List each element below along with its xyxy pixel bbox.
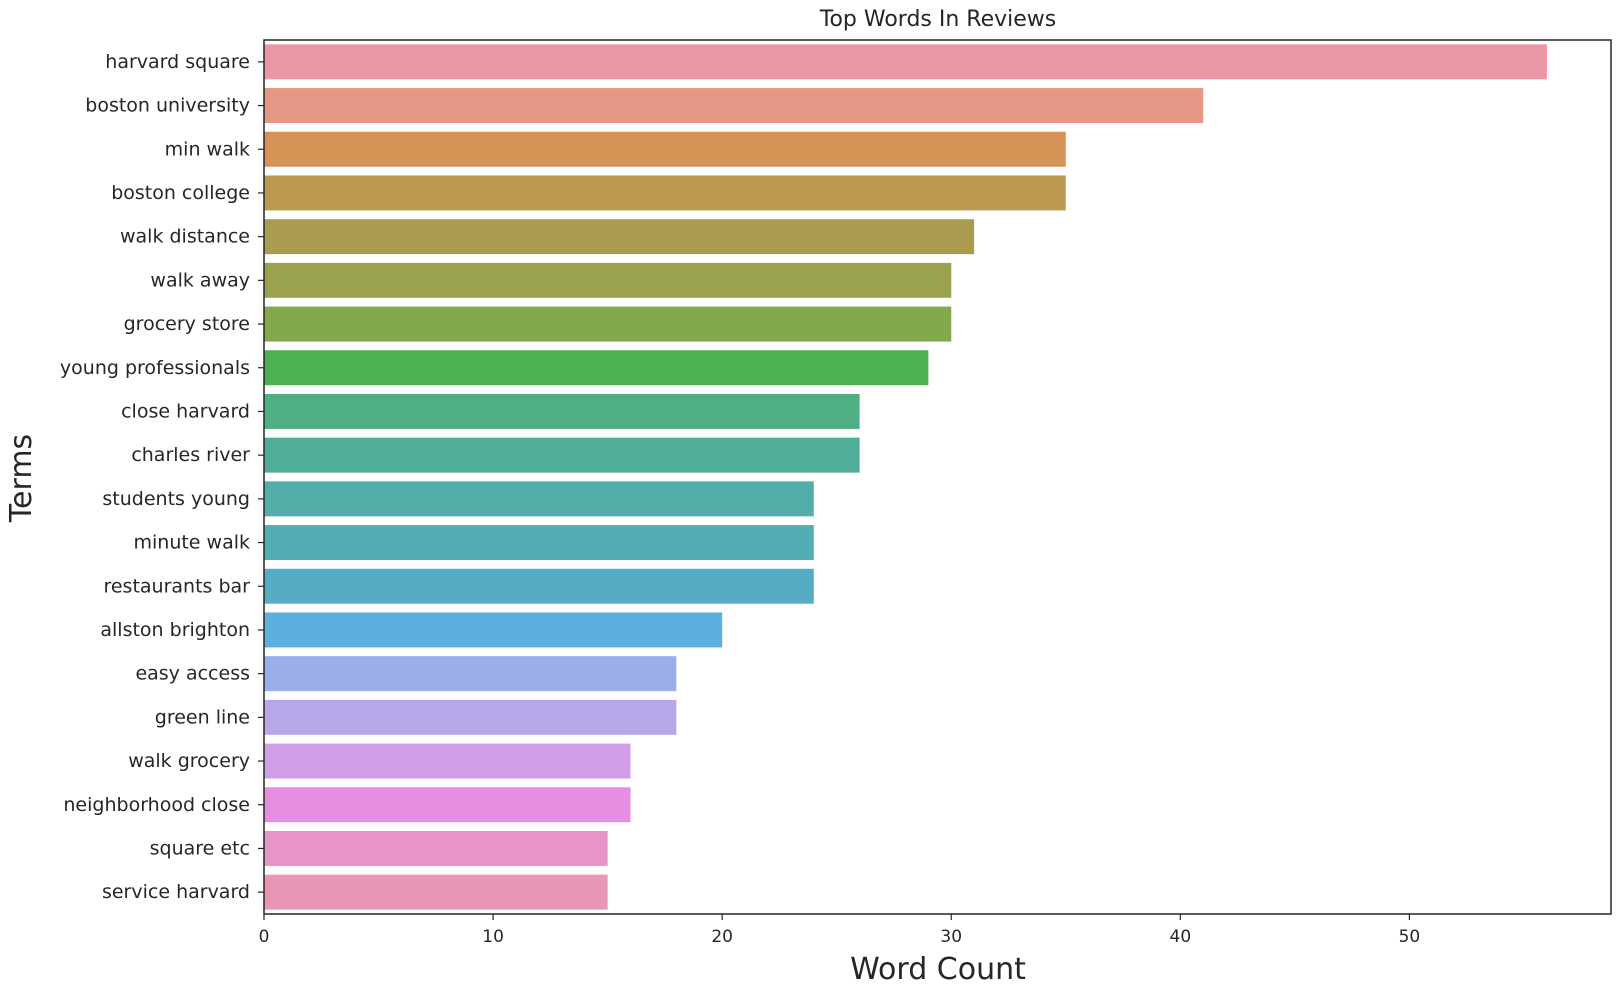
bar	[264, 219, 975, 255]
x-tick-label: 0	[259, 927, 270, 947]
category-label: harvard square	[105, 51, 250, 73]
category-label: square etc	[150, 837, 250, 859]
x-tick-label: 50	[1399, 927, 1421, 947]
bar	[264, 437, 860, 473]
bar	[264, 699, 677, 735]
x-axis-label: Word Count	[850, 952, 1026, 987]
category-label: green line	[155, 706, 250, 728]
bar	[264, 393, 860, 429]
category-label: easy access	[135, 663, 250, 685]
category-label: walk grocery	[128, 750, 250, 772]
category-label: young professionals	[60, 357, 250, 379]
bar	[264, 743, 631, 779]
bar	[264, 350, 929, 386]
bar	[264, 44, 1547, 80]
x-tick-label: 30	[940, 927, 962, 947]
bar	[264, 568, 814, 604]
x-tick-label: 10	[482, 927, 504, 947]
bar	[264, 88, 1204, 124]
bars-group	[264, 44, 1547, 910]
bar	[264, 262, 952, 298]
bar	[264, 830, 608, 866]
category-label: restaurants bar	[103, 575, 250, 597]
category-label: min walk	[165, 138, 250, 160]
category-label: grocery store	[124, 313, 250, 335]
plot-frame	[263, 39, 1612, 915]
bar	[264, 787, 631, 823]
category-label: service harvard	[102, 881, 250, 903]
category-label: boston university	[85, 95, 250, 117]
bar	[264, 525, 814, 561]
bar	[264, 306, 952, 342]
bar	[264, 175, 1066, 211]
bar	[264, 131, 1066, 167]
category-label: charles river	[131, 444, 250, 466]
bar	[264, 874, 608, 910]
category-labels: harvard square boston university min walk b…	[60, 51, 264, 903]
y-axis-label: Terms	[4, 434, 39, 523]
category-label: close harvard	[121, 400, 250, 422]
category-label: boston college	[111, 182, 250, 204]
category-label: walk distance	[120, 226, 250, 248]
category-label: walk away	[150, 269, 250, 291]
x-tick-label: 40	[1170, 927, 1192, 947]
category-label: students young	[102, 488, 250, 510]
x-tick-label: 20	[711, 927, 733, 947]
chart-title: Top Words In Reviews	[819, 7, 1057, 32]
category-label: minute walk	[133, 532, 250, 554]
x-ticks: 0 10 20 30 40 50	[259, 914, 1421, 947]
category-label: neighborhood close	[63, 794, 250, 816]
category-label: allston brighton	[100, 619, 250, 641]
bar	[264, 656, 677, 692]
bar	[264, 612, 723, 648]
bar	[264, 481, 814, 517]
